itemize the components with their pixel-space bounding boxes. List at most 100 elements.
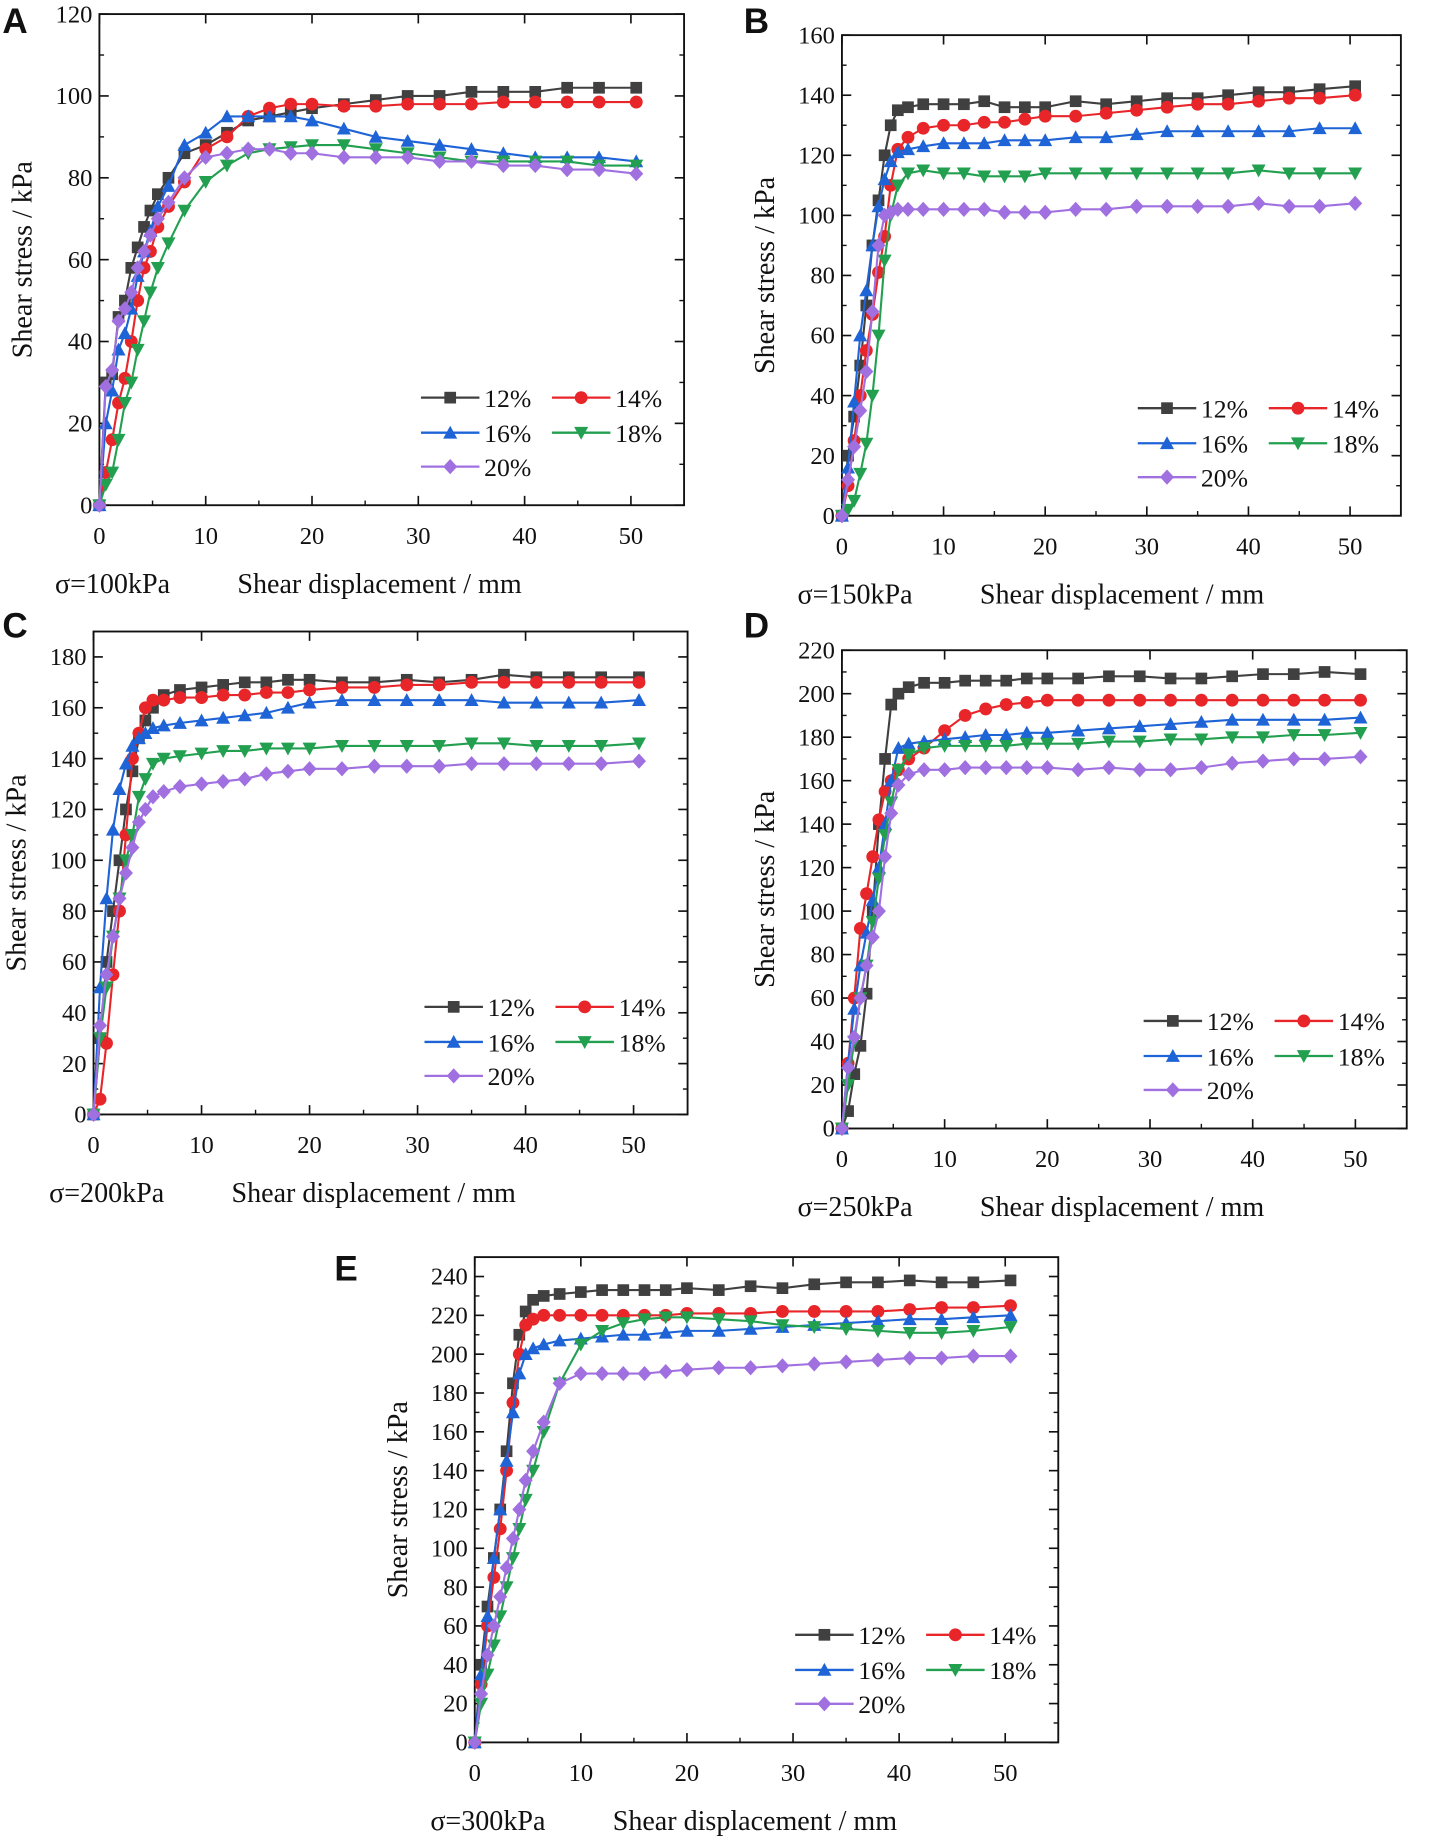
legend-marker	[1297, 1014, 1311, 1028]
y-tick-label: 140	[798, 82, 835, 109]
data-point	[1019, 760, 1034, 776]
data-point	[561, 695, 576, 709]
data-point	[105, 362, 120, 378]
data-point	[1312, 167, 1327, 181]
data-point	[105, 928, 121, 945]
data-point	[1160, 167, 1175, 181]
data-point	[432, 138, 447, 151]
data-point	[263, 101, 276, 115]
data-point	[890, 201, 905, 217]
x-axis-label: Shear displacement / mm	[237, 569, 521, 600]
data-point	[138, 801, 153, 818]
data-point	[198, 125, 213, 139]
series-20pct	[86, 753, 646, 1123]
condition-label: σ=200kPa	[49, 1178, 165, 1209]
y-tick-label: 80	[62, 898, 87, 925]
data-point	[936, 136, 951, 150]
data-point	[1353, 710, 1368, 724]
data-point	[629, 95, 643, 109]
data-point	[1040, 693, 1054, 707]
data-point	[1102, 693, 1116, 707]
data-point	[259, 686, 273, 699]
panel-letter: A	[2, 2, 27, 41]
legend-label: 14%	[615, 384, 662, 413]
x-axis-label: Shear displacement / mm	[980, 1192, 1264, 1223]
data-point	[281, 686, 295, 699]
y-tick-label: 220	[431, 1303, 468, 1330]
series-line	[840, 127, 1356, 516]
x-tick-label: 50	[1338, 533, 1363, 560]
data-point	[513, 1328, 526, 1341]
x-tick-label: 0	[469, 1760, 481, 1787]
data-point	[120, 803, 132, 816]
data-point	[966, 1301, 980, 1315]
data-point	[890, 179, 905, 193]
x-tick-label: 40	[1240, 1146, 1265, 1173]
data-point	[303, 673, 316, 686]
data-point	[526, 1312, 540, 1326]
data-point	[144, 204, 157, 217]
data-point	[259, 705, 274, 719]
data-point	[917, 98, 930, 111]
legend-label: 20%	[1207, 1076, 1254, 1105]
data-point	[1132, 735, 1147, 749]
data-point	[336, 149, 351, 165]
y-tick-label: 140	[50, 746, 87, 773]
data-point	[573, 1338, 588, 1352]
data-point	[486, 1550, 501, 1564]
legend-label: 18%	[615, 419, 662, 448]
data-point	[486, 1618, 501, 1634]
data-point	[1003, 1348, 1018, 1364]
data-point	[124, 376, 139, 390]
data-point	[916, 121, 930, 135]
legend-marker	[577, 1036, 592, 1049]
data-point	[500, 1464, 514, 1478]
data-point	[902, 681, 915, 694]
data-point	[871, 237, 886, 254]
data-point	[507, 1377, 519, 1390]
data-point	[629, 166, 644, 182]
data-point	[303, 683, 316, 697]
data-point	[712, 1284, 725, 1296]
data-point	[1349, 80, 1362, 93]
data-point	[1160, 100, 1174, 114]
series-line	[92, 673, 639, 1115]
series-line	[92, 760, 640, 1115]
data-point	[617, 1284, 630, 1296]
y-axis-label: Shear stress / kPa	[2, 774, 33, 972]
data-point	[105, 466, 120, 480]
x-tick-label: 10	[932, 1146, 957, 1173]
series-18pct	[86, 737, 646, 1122]
data-point	[903, 1274, 916, 1287]
legend-marker	[446, 1068, 461, 1084]
series-line	[92, 681, 639, 1115]
y-tick-label: 60	[68, 247, 93, 274]
data-point	[870, 1352, 885, 1368]
x-axis-label: Shear displacement / mm	[613, 1806, 897, 1836]
data-point	[1287, 668, 1300, 680]
data-point	[368, 149, 383, 165]
data-point	[1038, 167, 1053, 181]
y-tick-label: 40	[62, 1000, 87, 1027]
data-point	[900, 142, 916, 156]
data-point	[877, 172, 892, 186]
data-point	[834, 508, 849, 524]
data-point	[595, 1325, 610, 1338]
data-point	[125, 738, 140, 752]
legend-label: 16%	[484, 419, 531, 448]
data-point	[105, 383, 120, 397]
panel-b: B 0 10 20 30 40 50 0 20 40 60 80 100 120 140 160 σ=150kP…	[744, 2, 1402, 610]
data-point	[336, 139, 351, 153]
data-point	[496, 756, 511, 772]
data-point	[137, 315, 152, 329]
y-tick-label: 60	[810, 985, 835, 1012]
data-point	[238, 676, 251, 689]
series-line	[840, 202, 1356, 516]
data-point	[98, 416, 113, 430]
data-point	[935, 1301, 948, 1315]
data-point	[560, 95, 574, 109]
data-point	[536, 1337, 551, 1351]
series-line	[98, 148, 637, 506]
data-point	[465, 86, 478, 98]
data-point	[1099, 130, 1114, 144]
